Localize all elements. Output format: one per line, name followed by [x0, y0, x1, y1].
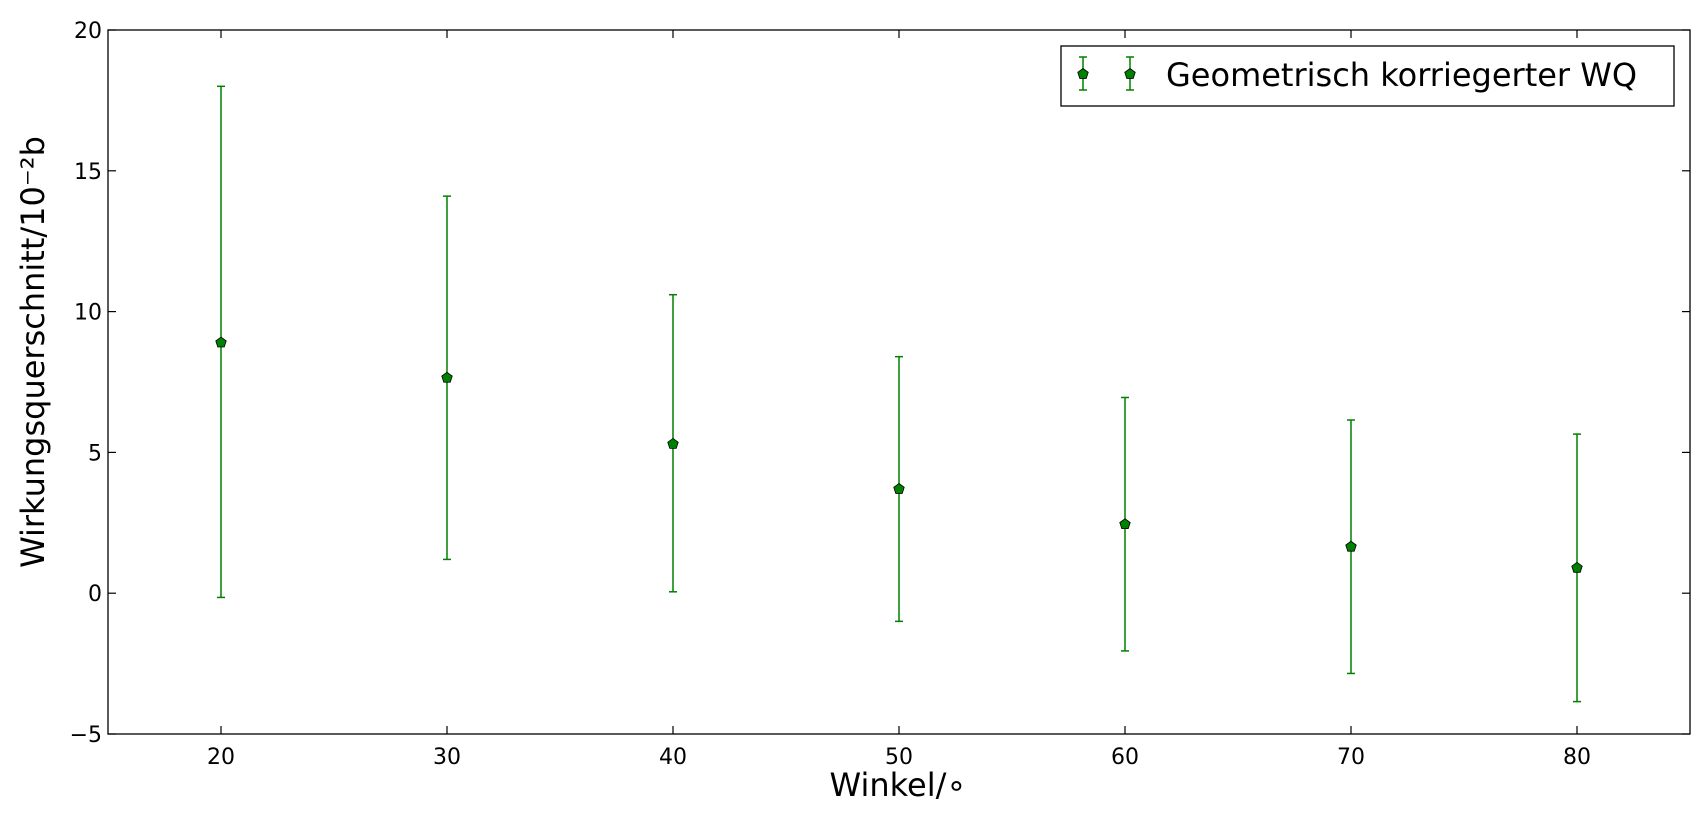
x-tick-label: 60 [1111, 745, 1139, 770]
data-point [215, 336, 227, 348]
legend-marker [1077, 56, 1136, 91]
x-axis-label: Winkel/∘ [830, 766, 967, 804]
x-tick-label: 20 [207, 745, 235, 770]
y-tick-label: −5 [70, 723, 102, 748]
legend-box [1060, 45, 1675, 107]
x-tick-label: 40 [659, 745, 687, 770]
y-tick-label: 15 [74, 160, 102, 185]
data-point [893, 483, 905, 494]
x-tick-label: 80 [1563, 745, 1591, 770]
legend-label: Geometrisch korriegerter WQ [1166, 56, 1637, 94]
data-point [1119, 518, 1131, 530]
data-point [1571, 561, 1583, 573]
data-point [1345, 540, 1357, 552]
errorbar-layer [217, 85, 1581, 703]
legend-marker-point [1077, 68, 1089, 79]
point-layer [215, 336, 1583, 573]
legend: Geometrisch korriegerter WQ [1060, 45, 1675, 107]
tick-layer: 20 30 40 50 60 70 80 −5 0 5 10 15 20 [70, 19, 1690, 770]
y-axis-label: Wirkungsquerschnitt/10⁻²b [14, 136, 52, 568]
legend-marker-point [1124, 68, 1136, 79]
y-tick-label: 10 [74, 301, 102, 326]
x-tick-label: 70 [1337, 745, 1365, 770]
y-tick-label: 5 [88, 441, 102, 466]
data-point [667, 437, 679, 449]
y-tick-label: 20 [74, 19, 102, 44]
x-tick-label: 50 [885, 745, 913, 770]
y-tick-label: 0 [88, 582, 102, 607]
data-point [441, 371, 453, 383]
x-tick-label: 30 [433, 745, 461, 770]
